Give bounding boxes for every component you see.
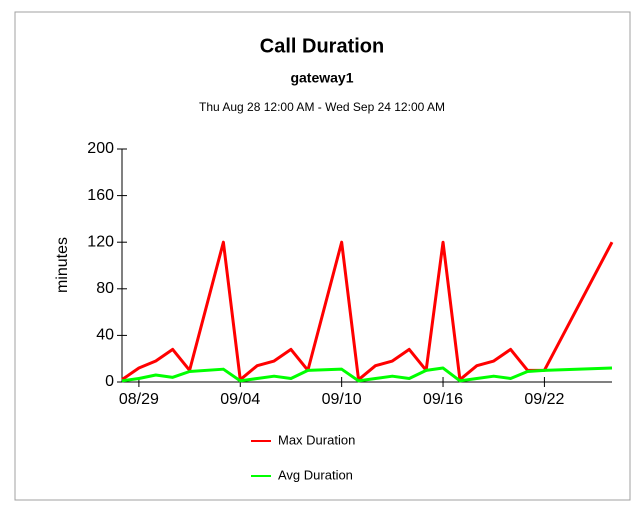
legend-label: Max Duration — [278, 432, 355, 447]
y-tick-label: 200 — [87, 140, 114, 157]
chart-subtitle: gateway1 — [290, 70, 353, 86]
series-line — [121, 366, 613, 383]
y-tick-label: 80 — [96, 280, 114, 297]
chart-title: Call Duration — [260, 35, 384, 57]
x-tick-label: 09/04 — [220, 391, 260, 408]
panel — [14, 11, 631, 501]
legend-label: Avg Duration — [278, 467, 353, 482]
y-tick-label: 120 — [87, 233, 114, 250]
y-tick-label: 40 — [96, 327, 114, 344]
date-range: Thu Aug 28 12:00 AM - Wed Sep 24 12:00 A… — [199, 100, 445, 114]
y-tick-label: 0 — [105, 373, 114, 390]
x-tick-label: 08/29 — [119, 391, 159, 408]
y-axis-label: minutes — [54, 237, 71, 293]
x-tick-label: 09/16 — [423, 391, 463, 408]
x-tick-label: 09/10 — [322, 391, 362, 408]
y-tick-label: 160 — [87, 187, 114, 204]
x-tick-label: 09/22 — [524, 391, 564, 408]
